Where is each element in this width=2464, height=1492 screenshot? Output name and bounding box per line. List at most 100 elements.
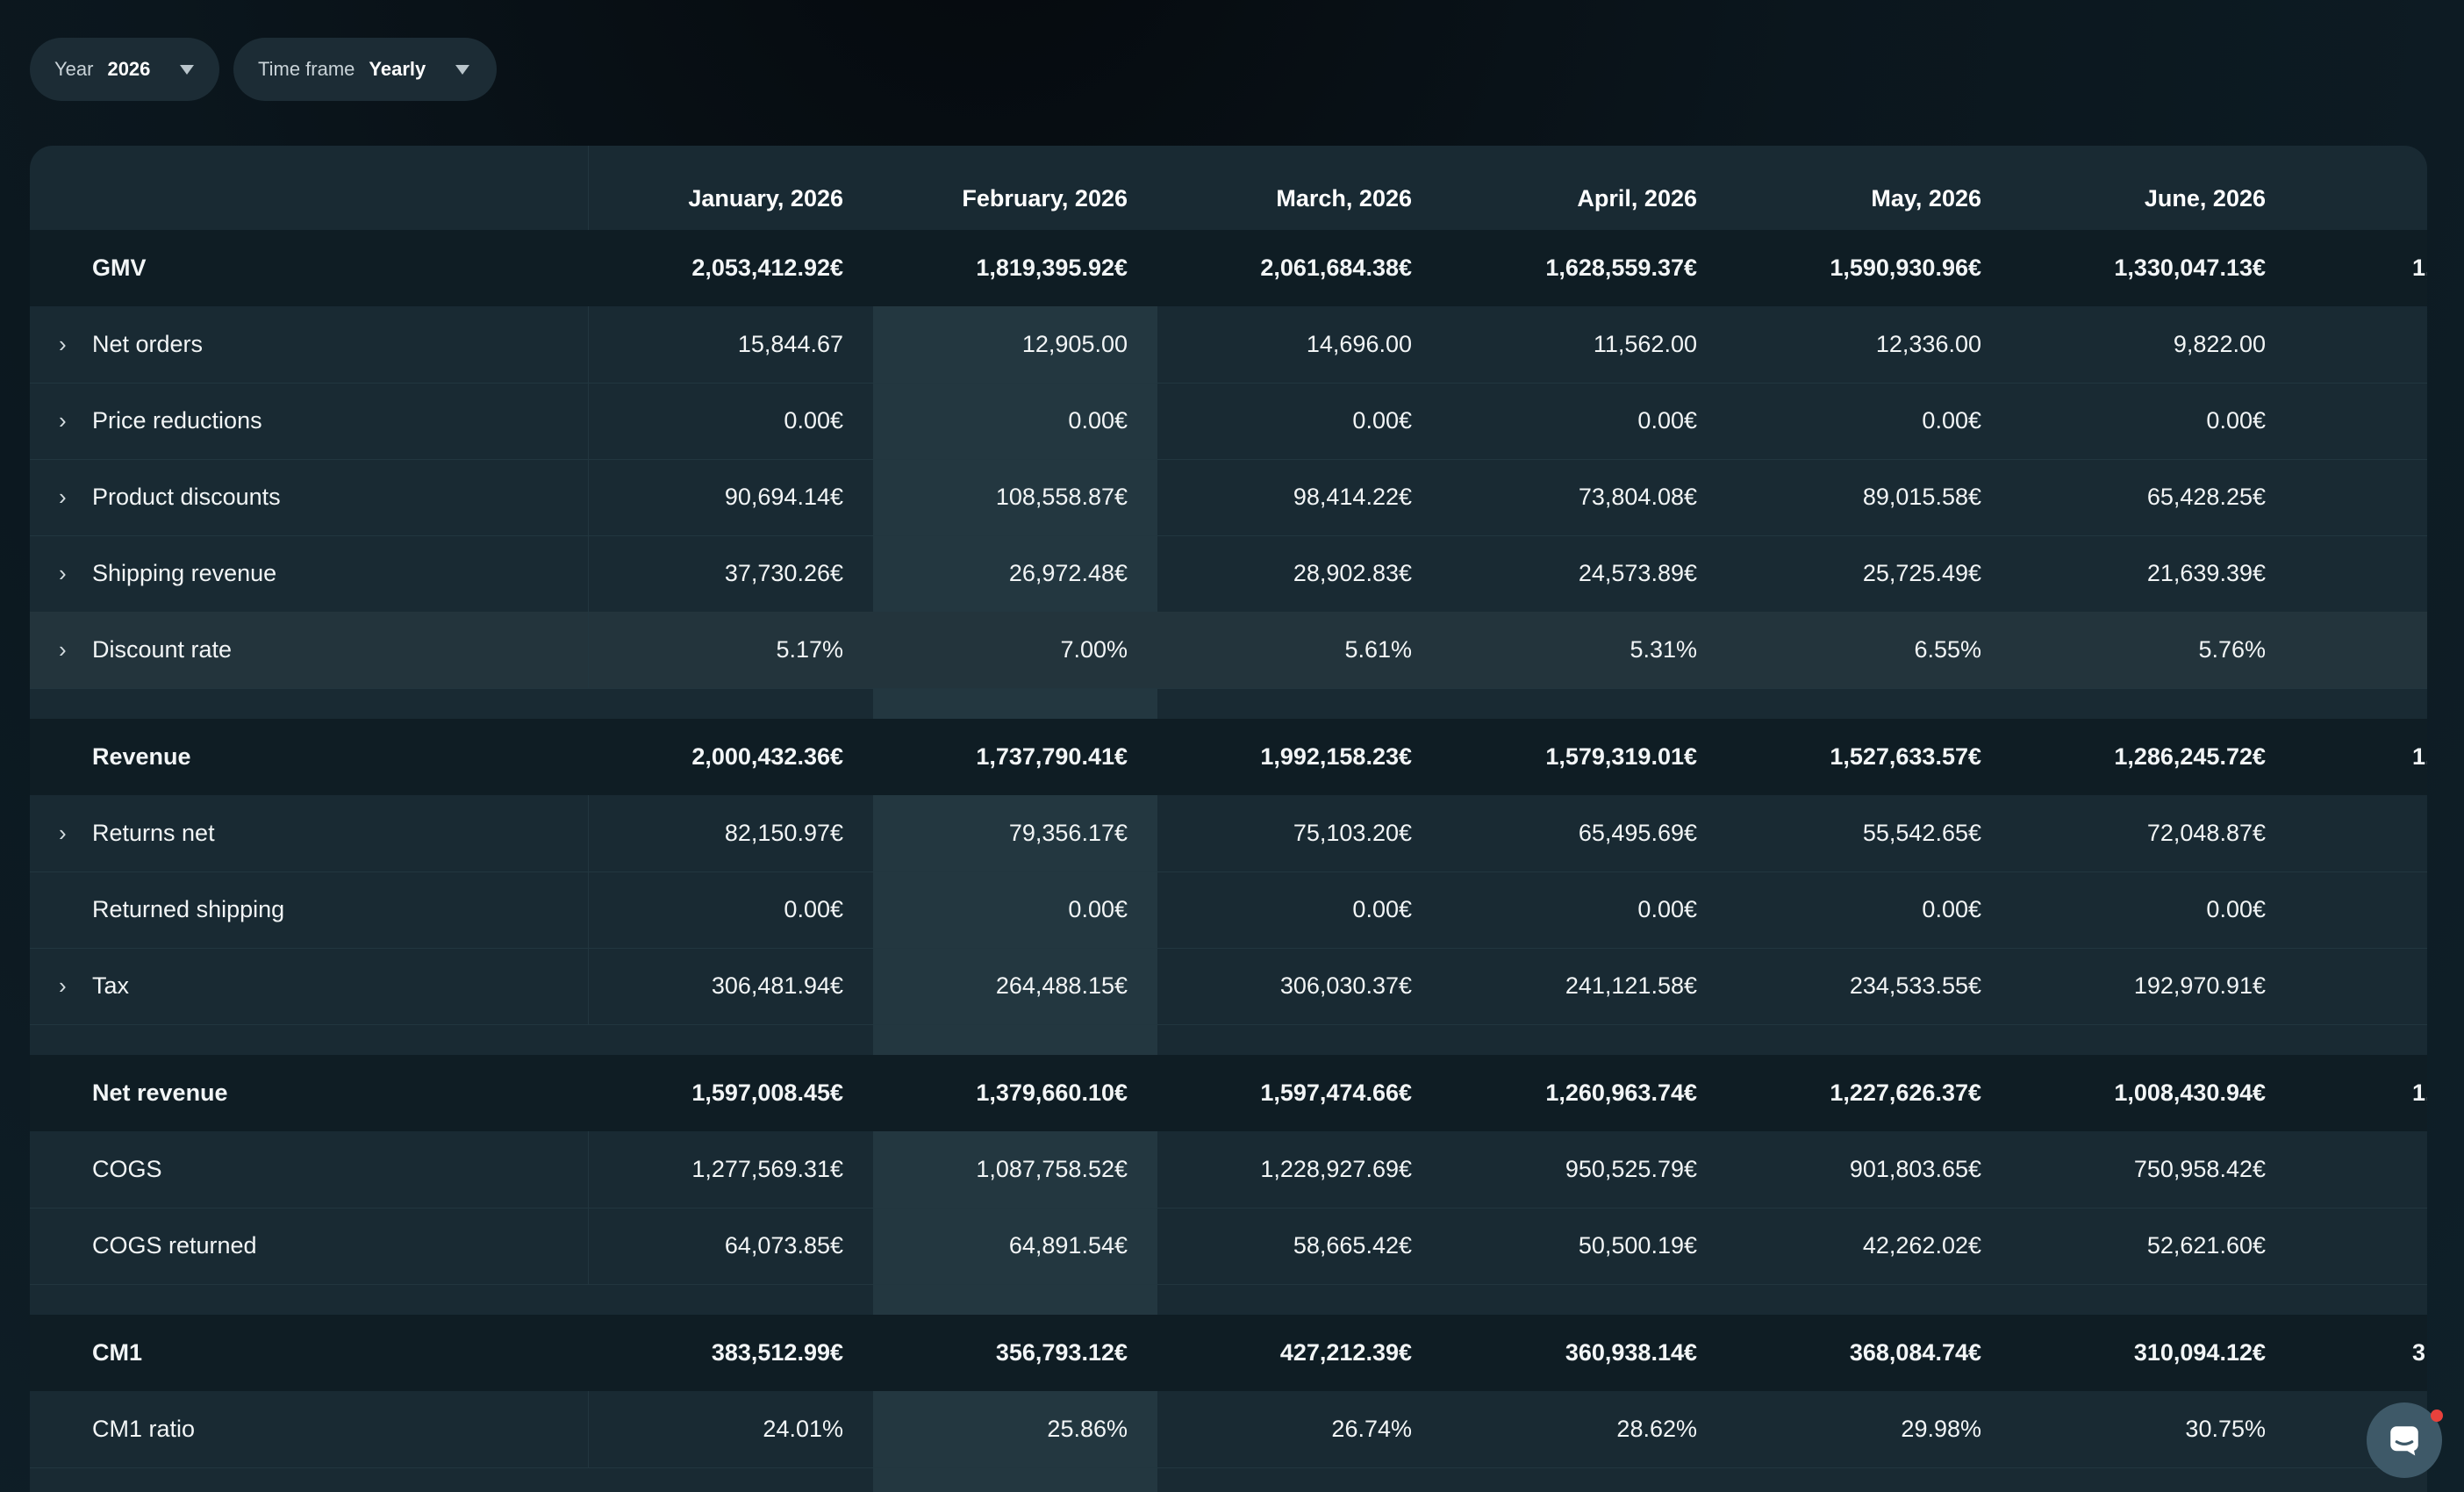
table-cell: 0.00€ (1068, 896, 1128, 922)
column-header: June, 2026 (2144, 185, 2266, 212)
table-cell: 9,822.00 (2173, 331, 2266, 357)
table-cell: 0.00€ (1637, 407, 1697, 434)
chevron-right-icon[interactable]: › (59, 407, 67, 434)
chevron-right-icon[interactable]: › (59, 820, 67, 846)
chevron-right-icon[interactable]: › (59, 331, 67, 357)
year-filter-label: Year (54, 58, 94, 80)
table-cell: 0.00€ (1352, 407, 1412, 434)
table-cell: 5.31% (1630, 636, 1697, 663)
row-label: Tax (92, 972, 130, 999)
row-label: COGS (92, 1156, 162, 1182)
table-cell: 383,512.99€ (711, 1339, 843, 1366)
table-cell-clipped: 1,3 (2412, 255, 2427, 281)
table-cell: 0.00€ (1922, 407, 1981, 434)
table-cell: 2,061,684.38€ (1260, 255, 1412, 281)
table-cell: 79,356.17€ (1008, 820, 1128, 846)
notification-dot (2431, 1410, 2443, 1422)
table-cell: 901,803.65€ (1849, 1156, 1981, 1182)
table-cell: 1,590,930.96€ (1830, 255, 1981, 281)
table-cell: 65,495.69€ (1578, 820, 1697, 846)
table-cell: 26.74% (1331, 1416, 1412, 1442)
row-label-cell: COGS returned (30, 1208, 589, 1284)
table-cell-clipped: 3 (2412, 1339, 2426, 1366)
table-cell: 5.76% (2198, 636, 2266, 663)
table-cell: 306,030.37€ (1279, 972, 1412, 999)
row-label-cell: › Shipping revenue (30, 535, 589, 612)
table-cell: 28,902.83€ (1293, 560, 1412, 586)
table-cell: 0.00€ (2206, 407, 2266, 434)
column-header: March, 2026 (1276, 185, 1412, 212)
highlighted-column (873, 230, 1157, 1492)
table-cell: 24.01% (763, 1416, 843, 1442)
table-row[interactable]: › Discount rate 5.17% 7.00% 5.61% 5.31% 6.55% 5… (30, 612, 2427, 689)
column-header: May, 2026 (1871, 185, 1981, 212)
chevron-right-icon[interactable]: › (59, 484, 67, 510)
row-label: Discount rate (92, 636, 233, 663)
table-cell: 25,725.49€ (1862, 560, 1981, 586)
row-label-cell: › Discount rate (30, 612, 589, 688)
year-filter[interactable]: Year 2026 (30, 38, 219, 101)
table-cell: 306,481.94€ (711, 972, 843, 999)
table-cell: 52,621.60€ (2146, 1232, 2266, 1259)
row-label-cell: Returned shipping (30, 872, 589, 948)
chevron-right-icon[interactable]: › (59, 560, 67, 586)
chevron-right-icon[interactable]: › (59, 636, 67, 663)
table-cell: 64,073.85€ (724, 1232, 843, 1259)
table-cell: 1,579,319.01€ (1545, 743, 1697, 770)
timeframe-filter[interactable]: Time frame Yearly (233, 38, 497, 101)
row-label-cell: › Net orders (30, 306, 589, 383)
table-cell: 1,992,158.23€ (1260, 743, 1412, 770)
row-label: CM1 (92, 1339, 143, 1366)
table-cell: 75,103.20€ (1293, 820, 1412, 846)
row-label: COGS returned (92, 1232, 257, 1259)
chevron-right-icon[interactable]: › (59, 972, 67, 999)
row-label-cell: Net revenue (30, 1055, 589, 1131)
table-cell: 5.61% (1344, 636, 1412, 663)
table-cell: 2,000,432.36€ (691, 743, 843, 770)
chat-support-button[interactable] (2367, 1402, 2442, 1478)
row-label-cell: CM1 (30, 1315, 589, 1391)
table-row[interactable]: › Returns net 82,150.97€ 79,356.17€ 75,103.2… (30, 795, 2427, 872)
table-cell: 72,048.87€ (2146, 820, 2266, 846)
table-cell-clipped: 1,0 (2412, 1080, 2427, 1106)
table-cell: 750,958.42€ (2133, 1156, 2266, 1182)
column-header: April, 2026 (1577, 185, 1697, 212)
table-cell: 950,525.79€ (1565, 1156, 1697, 1182)
table-cell: 241,121.58€ (1565, 972, 1697, 999)
table-row[interactable]: › Shipping revenue 37,730.26€ 26,972.48€ 28,… (30, 535, 2427, 613)
chat-icon (2390, 1426, 2418, 1456)
table-row[interactable]: › Net orders 15,844.67 12,905.00 14,696.00 11… (30, 306, 2427, 384)
table-row: COGS 1,277,569.31€ 1,087,758.52€ 1,228,927.… (30, 1131, 2427, 1209)
table-cell: 1,628,559.37€ (1545, 255, 1697, 281)
table-cell: 1,597,008.45€ (691, 1080, 843, 1106)
timeframe-filter-value: Yearly (369, 58, 426, 80)
table-cell: 12,905.00 (1021, 331, 1128, 357)
table-cell: 234,533.55€ (1849, 972, 1981, 999)
table-cell: 15,844.67 (737, 331, 843, 357)
table-cell: 1,597,474.66€ (1260, 1080, 1412, 1106)
row-label: Price reductions (92, 407, 262, 434)
table-row: Revenue 2,000,432.36€ 1,737,790.41€ 1,992,1… (30, 719, 2427, 795)
row-label: Revenue (92, 743, 191, 770)
table-row[interactable]: › Product discounts 90,694.14€ 108,558.87€ 9… (30, 459, 2427, 536)
year-filter-value: 2026 (107, 58, 151, 80)
table-cell: 1,008,430.94€ (2114, 1080, 2266, 1106)
table-cell: 0.00€ (1068, 407, 1128, 434)
table-cell: 29.98% (1901, 1416, 1981, 1442)
table-cell: 0.00€ (1352, 896, 1412, 922)
table-cell: 1,527,633.57€ (1830, 743, 1981, 770)
table-cell: 11,562.00 (1593, 331, 1697, 357)
row-label: Returns net (92, 820, 215, 846)
column-header: February, 2026 (962, 185, 1128, 212)
table-cell: 5.17% (776, 636, 843, 663)
table-cell: 98,414.22€ (1293, 484, 1412, 510)
table-cell: 89,015.58€ (1862, 484, 1981, 510)
pnl-table: January, 2026 February, 2026 March, 2026 Ap… (30, 146, 2427, 1492)
table-row[interactable]: › Tax 306,481.94€ 264,488.15€ 306,030.37€ 241… (30, 948, 2427, 1025)
table-cell: 0.00€ (1637, 896, 1697, 922)
table-row[interactable]: › Price reductions 0.00€ 0.00€ 0.00€ 0.00€ 0.0… (30, 383, 2427, 460)
table-cell: 1,819,395.92€ (976, 255, 1128, 281)
table-cell: 24,573.89€ (1578, 560, 1697, 586)
table-cell: 356,793.12€ (995, 1339, 1128, 1366)
table-cell: 310,094.12€ (2133, 1339, 2266, 1366)
